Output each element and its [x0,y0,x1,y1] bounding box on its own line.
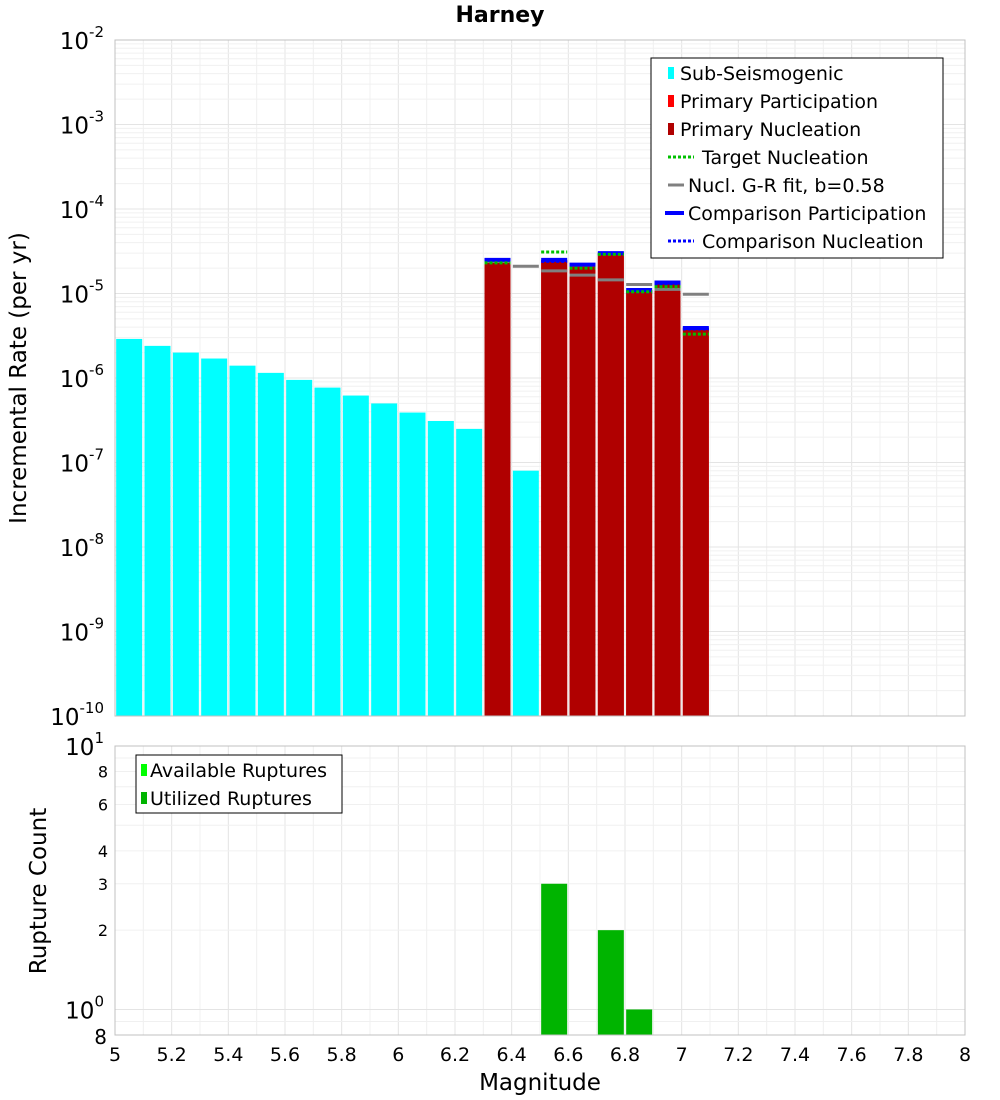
legend-swatch-primary-nucleation [668,123,674,135]
legend-label-primary-nucleation: Primary Nucleation [680,119,861,141]
top-y-axis-label: Incremental Rate (per yr) [6,232,32,524]
x-tick-label: 5.4 [213,1044,243,1066]
bottom-y-tick-label: 100 [65,992,104,1024]
top-line-markers [484,250,709,336]
top-y-tick-labels: 10-10 10-9 10-8 10-7 10-6 10-5 10-4 10-3 10-2 [50,23,104,731]
sub-seismogenic-bar [342,395,369,716]
x-tick-label: 6.8 [610,1044,640,1066]
sub-seismogenic-bar [512,470,539,716]
x-tick-label: 5 [109,1044,121,1066]
bottom-y-tick-label: 8 [98,763,108,782]
legend-swatch-sub-seismogenic [668,67,674,79]
top-plot-border [114,39,966,717]
legend-label-comparison-participation: Comparison Participation [688,203,926,225]
bottom-plot-border [114,745,966,1036]
legend-label-nucl-g-r-fit-b-0-58: Nucl. G-R fit, b=0.58 [688,175,885,197]
x-tick-label: 6 [392,1044,404,1066]
bottom-y-tick-label: 6 [98,795,108,814]
chart-title: Harney [455,3,544,28]
legend-label-target-nucleation: Target Nucleation [701,147,869,169]
sub-seismogenic-bar [116,338,143,716]
legend-label-utilized-ruptures: Utilized Ruptures [150,788,312,810]
x-tick-label: 7.8 [893,1044,923,1066]
x-tick-label: 5.2 [157,1044,187,1066]
utilized-ruptures-bar [541,883,568,1035]
legend-label-comparison-nucleation: Comparison Nucleation [702,231,924,253]
bottom-y-tick-label: 3 [98,875,108,894]
primary-nucleation-bar [484,261,511,716]
top-panel: 10-10 10-9 10-8 10-7 10-6 10-5 10-4 10-3 10-2 In… [6,23,966,731]
legend-swatch-available-ruptures [141,764,147,776]
x-tick-label: 6.2 [440,1044,470,1066]
bottom-legend: Available Ruptures Utilized Ruptures [135,754,343,814]
primary-nucleation-bar [597,254,624,716]
utilized-ruptures-bar [597,930,624,1035]
sub-seismogenic-bar [427,420,454,716]
sub-seismogenic-bar [144,345,171,716]
top-y-tick-label: 10-10 [50,699,104,731]
sub-seismogenic-bar [314,387,341,716]
top-y-tick-label: 10-2 [60,23,104,55]
sub-seismogenic-bar [201,358,228,716]
x-tick-label: 5.8 [327,1044,357,1066]
x-tick-label: 7 [676,1044,688,1066]
bottom-legend-box [135,754,343,814]
x-tick-label: 7.4 [780,1044,810,1066]
x-tick-labels: 5 5.2 5.4 5.6 5.8 6 6.2 6.4 6.6 6.8 7 7.2 7.4 7.6 7.8 8 [109,1044,971,1066]
bottom-y-tick-label: 101 [65,729,104,761]
primary-nucleation-bar [626,291,653,716]
top-y-tick-label: 10-4 [60,192,104,224]
bottom-bars [541,883,653,1035]
bottom-y-axis-label: Rupture Count [26,808,52,974]
top-legend: Sub-Seismogenic Primary Participation Prim… [650,57,944,259]
x-tick-label: 7.6 [837,1044,867,1066]
top-y-tick-label: 10-3 [60,108,104,140]
sub-seismogenic-bar [257,372,284,716]
top-y-tick-label: 10-8 [60,530,104,562]
primary-nucleation-bar [569,267,596,716]
bottom-y-tick-label: 2 [98,921,108,940]
top-y-tick-label: 10-6 [60,361,104,393]
sub-seismogenic-bar [286,379,313,716]
top-legend-box [650,57,944,259]
bottom-y-tick-label: 4 [98,842,108,861]
x-tick-label: 8 [959,1044,971,1066]
legend-label-available-ruptures: Available Ruptures [150,760,327,782]
sub-seismogenic-bar [399,412,426,716]
top-y-tick-label: 10-5 [60,277,104,309]
x-tick-label: 6.6 [553,1044,583,1066]
primary-nucleation-bar [682,329,709,716]
sub-seismogenic-bar [371,403,398,716]
legend-label-primary-participation: Primary Participation [680,91,878,113]
sub-seismogenic-bar [456,428,483,716]
x-tick-label: 5.6 [270,1044,300,1066]
x-tick-label: 7.2 [723,1044,753,1066]
x-axis-label: Magnitude [479,1070,601,1096]
sub-seismogenic-bar [229,365,256,716]
bottom-y-tick-label: 8 [94,1025,107,1049]
primary-nucleation-bar [541,261,568,716]
primary-nucleation-bar [654,283,681,716]
x-tick-label: 6.4 [497,1044,527,1066]
legend-label-sub-seismogenic: Sub-Seismogenic [680,63,844,85]
legend-swatch-primary-participation [668,95,674,107]
sub-seismogenic-bar [172,352,199,716]
top-bars [116,253,709,716]
legend-swatch-utilized-ruptures [141,792,147,804]
top-y-tick-label: 10-7 [60,446,104,478]
utilized-ruptures-bar [626,1009,653,1035]
top-y-tick-label: 10-9 [60,615,104,647]
